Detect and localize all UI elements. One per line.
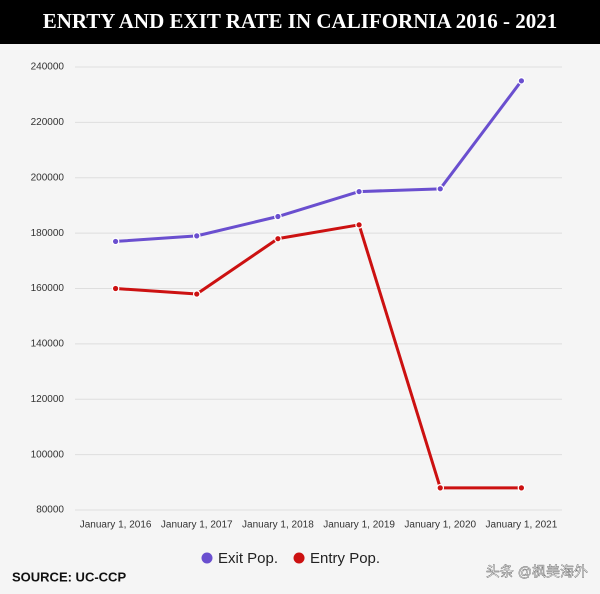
source: SOURCE: UC-CCP (12, 569, 126, 584)
data-point (355, 187, 363, 196)
y-tick-label: 200000 (31, 172, 65, 183)
legend-label: Entry Pop. (310, 550, 380, 567)
x-tick-label: January 1, 2021 (486, 520, 558, 531)
y-tick-label: 140000 (31, 339, 65, 350)
x-tick-label: January 1, 2018 (242, 520, 314, 531)
series-line (115, 223, 522, 490)
legend-swatch (201, 552, 213, 564)
series-line (115, 79, 523, 243)
y-tick-label: 240000 (31, 62, 65, 73)
x-tick-label: January 1, 2016 (80, 520, 152, 531)
chart-title: ENRTY AND EXIT RATE IN CALIFORNIA 2016 -… (43, 9, 558, 33)
x-tick-label: January 1, 2017 (161, 520, 233, 531)
data-point (274, 212, 282, 221)
data-point (111, 237, 120, 246)
data-point (274, 234, 282, 243)
y-tick-label: 120000 (31, 394, 65, 405)
y-tick-label: 160000 (31, 283, 65, 294)
title-bar (0, 0, 600, 44)
x-tick-label: January 1, 2020 (404, 520, 476, 531)
data-point (517, 77, 526, 85)
y-tick-label: 180000 (31, 228, 65, 239)
data-point (436, 484, 445, 492)
legend-label: Exit Pop. (218, 550, 278, 567)
data-point (111, 284, 120, 293)
data-point (192, 290, 201, 298)
data-point (436, 185, 445, 193)
legend-swatch (293, 552, 305, 564)
data-point (517, 484, 526, 492)
data-point (192, 232, 201, 240)
watermark: 头条 @枫美海外 (486, 564, 588, 580)
y-tick-label: 100000 (31, 449, 65, 460)
y-tick-label: 80000 (36, 505, 64, 516)
x-tick-label: January 1, 2019 (323, 520, 395, 531)
data-point (355, 221, 363, 229)
y-tick-label: 220000 (31, 117, 65, 128)
